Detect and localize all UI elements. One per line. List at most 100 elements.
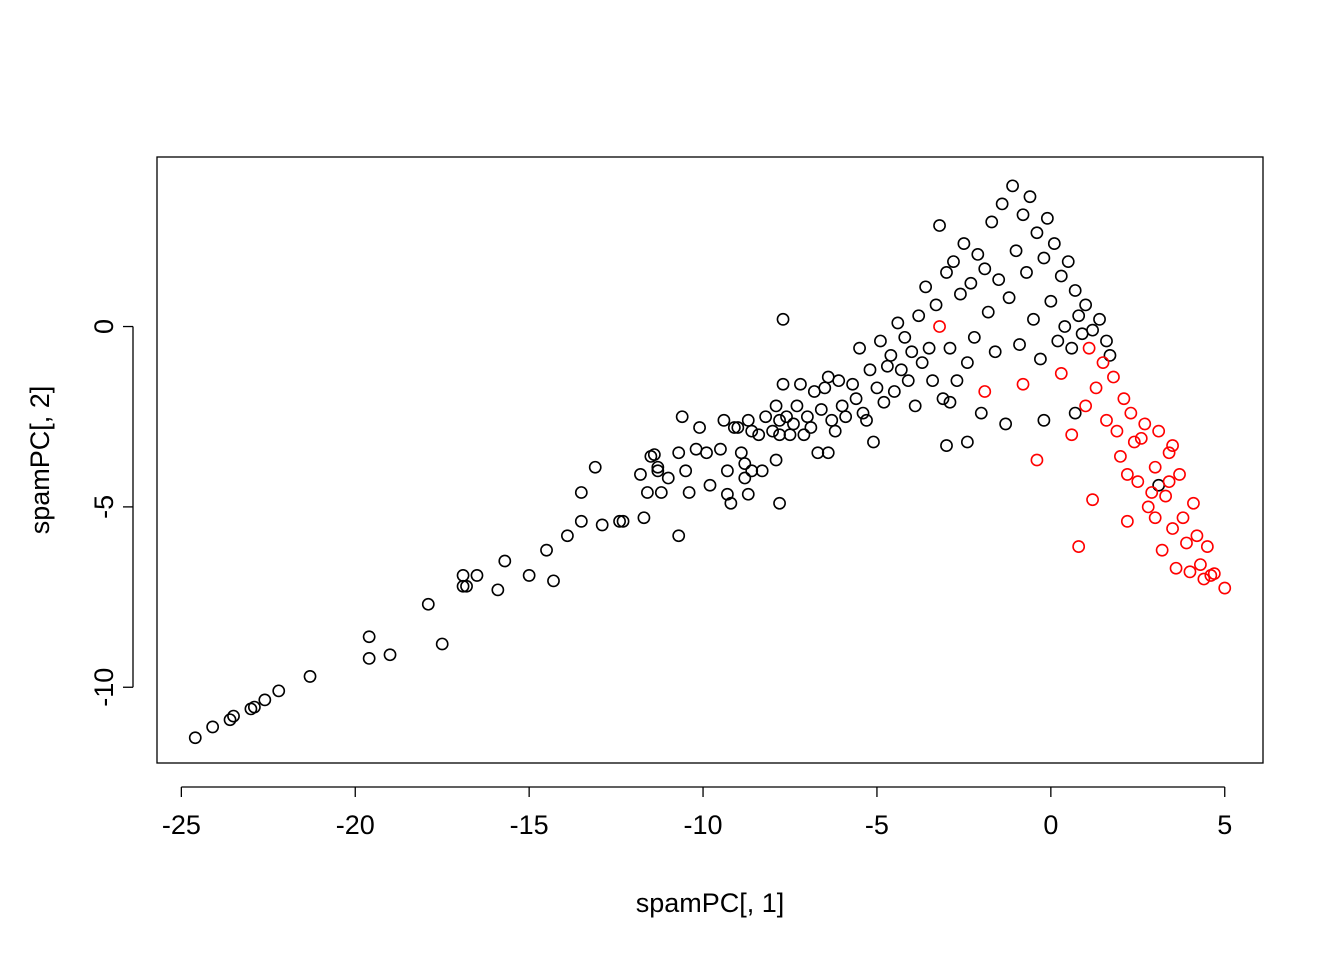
- data-point-black: [988, 345, 1002, 359]
- data-point-red: [1120, 468, 1134, 481]
- data-point-black: [547, 574, 560, 588]
- data-point-black: [1058, 320, 1072, 333]
- data-point-black: [978, 262, 992, 276]
- data-point-black: [727, 421, 741, 434]
- data-point-black: [891, 316, 905, 330]
- data-point-red: [1166, 439, 1179, 452]
- data-point-black: [759, 410, 773, 424]
- data-point-red: [1054, 367, 1068, 380]
- data-point-black: [682, 486, 696, 499]
- data-point-black: [661, 471, 675, 485]
- data-point-red: [1016, 377, 1030, 391]
- data-point-black: [595, 518, 609, 532]
- plot-frame: [156, 156, 1264, 764]
- data-point-red: [1030, 453, 1044, 467]
- data-point-red: [1162, 446, 1176, 460]
- data-point-black: [773, 413, 786, 427]
- data-point-black: [717, 413, 731, 427]
- data-point-black: [1103, 348, 1117, 362]
- data-point-black: [776, 377, 790, 391]
- data-point-black: [672, 529, 686, 543]
- data-point-black: [640, 486, 654, 499]
- data-point-red: [1082, 341, 1096, 355]
- data-point-black: [887, 385, 901, 398]
- data-point-black: [818, 381, 832, 395]
- data-point-black: [1020, 266, 1033, 279]
- data-point-black: [720, 464, 734, 478]
- data-point-red: [1148, 511, 1162, 525]
- data-point-black: [258, 693, 272, 707]
- data-point-black: [908, 399, 922, 413]
- data-point-black: [832, 374, 846, 388]
- data-point-black: [776, 312, 790, 326]
- data-point-black: [995, 197, 1009, 211]
- data-point-black: [943, 395, 957, 409]
- data-point-black: [943, 341, 957, 355]
- data-point-black: [616, 514, 630, 528]
- data-point-red: [1190, 529, 1204, 543]
- data-point-red: [1173, 468, 1186, 481]
- data-point-black: [929, 298, 943, 312]
- data-point-black: [769, 399, 783, 413]
- data-point-black: [971, 247, 985, 261]
- data-point-black: [498, 554, 512, 568]
- data-point-black: [880, 359, 894, 373]
- data-point-black: [856, 406, 870, 420]
- data-point-red: [1107, 370, 1120, 384]
- data-point-black: [672, 446, 686, 460]
- data-point-black: [745, 464, 759, 478]
- data-point-black: [950, 374, 964, 388]
- y-tick-label: -5: [89, 495, 119, 519]
- data-point-red: [978, 385, 992, 398]
- data-point-red: [1117, 392, 1131, 406]
- data-point-black: [491, 583, 505, 597]
- data-point-red: [1131, 475, 1145, 489]
- data-point-black: [470, 569, 484, 582]
- data-point-black: [1065, 341, 1079, 355]
- data-point-red: [1127, 435, 1141, 449]
- data-point-black: [272, 684, 286, 698]
- data-point-black: [755, 464, 769, 478]
- data-point-black: [901, 374, 915, 388]
- data-point-black: [1079, 298, 1093, 312]
- data-point-black: [362, 630, 376, 644]
- data-point-black: [693, 421, 706, 434]
- data-point-black: [773, 496, 786, 510]
- points-layer: [188, 179, 1232, 745]
- data-point-black: [1093, 312, 1106, 326]
- data-point-black: [675, 410, 689, 424]
- x-tick-label: -10: [684, 810, 723, 840]
- data-point-black: [679, 464, 693, 478]
- data-point-black: [637, 511, 651, 525]
- data-point-black: [811, 446, 825, 460]
- data-point-black: [835, 399, 849, 413]
- data-point-black: [999, 417, 1013, 431]
- data-point-black: [456, 579, 470, 593]
- data-point-red: [1134, 431, 1148, 445]
- data-point-black: [863, 363, 877, 377]
- data-point-black: [223, 713, 237, 727]
- data-point-red: [1114, 449, 1127, 463]
- y-axis-label: spamPC[, 2]: [25, 386, 55, 535]
- data-point-black: [734, 446, 748, 460]
- data-point-black: [1030, 226, 1044, 240]
- data-point-black: [821, 370, 835, 384]
- data-point-red: [1193, 558, 1207, 572]
- data-point-black: [752, 428, 766, 442]
- data-point-black: [1016, 208, 1030, 222]
- data-point-black: [912, 309, 926, 323]
- data-point-black: [700, 446, 713, 460]
- data-point-black: [435, 637, 449, 651]
- data-point-black: [825, 413, 839, 427]
- data-point-black: [1002, 291, 1016, 305]
- data-point-red: [1148, 460, 1162, 474]
- data-point-black: [839, 410, 853, 424]
- data-point-red: [1200, 540, 1214, 553]
- data-point-black: [773, 428, 786, 442]
- data-point-black: [766, 424, 780, 438]
- data-point-black: [787, 417, 800, 431]
- data-point-red: [1072, 540, 1086, 553]
- data-point-black: [1009, 244, 1023, 258]
- x-tick-label: 5: [1217, 810, 1232, 840]
- data-point-black: [1100, 334, 1113, 348]
